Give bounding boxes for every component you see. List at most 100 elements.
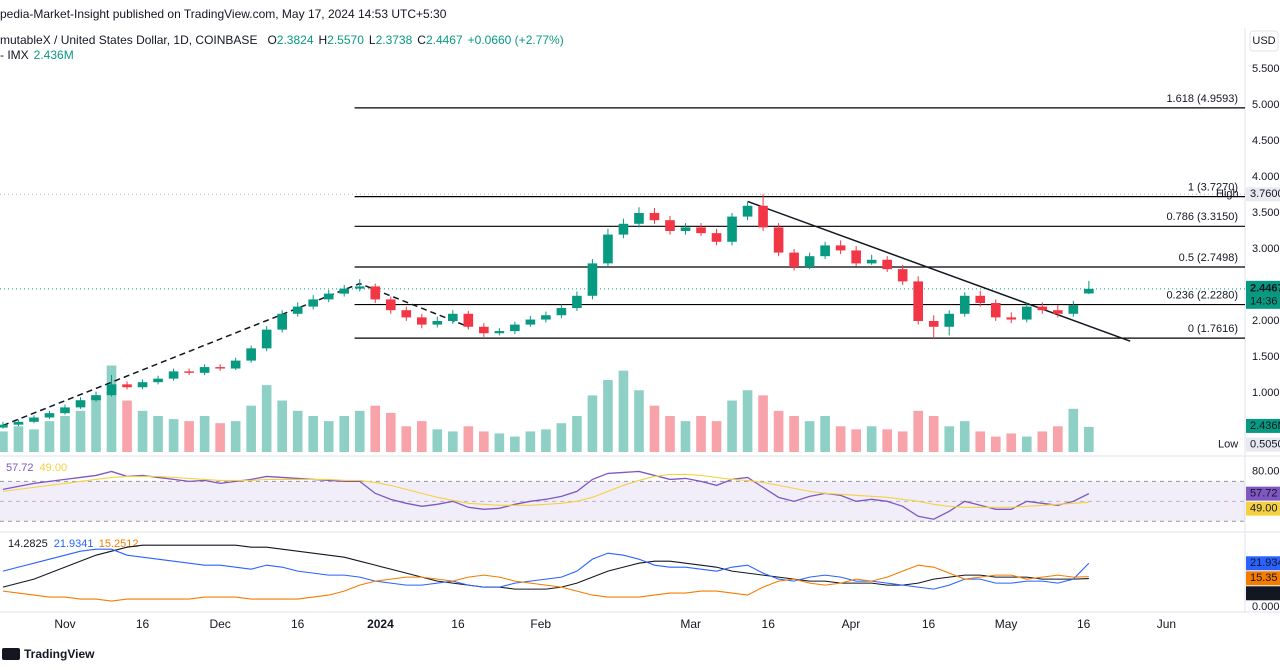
volume-bar — [44, 421, 55, 452]
fib-label: 0.786 (3.3150) — [1166, 211, 1238, 223]
volume-name: - IMX — [0, 48, 29, 62]
y-tick-label: 3.5000 — [1252, 207, 1280, 219]
change: +0.0660 (+2.77%) — [468, 33, 564, 47]
volume-bar — [91, 395, 101, 452]
candle-body — [804, 256, 815, 267]
candle-body — [773, 227, 784, 253]
fib-label: 1 (3.7270) — [1188, 182, 1238, 194]
high-value: 3.7600 — [1250, 188, 1280, 200]
candle-body — [835, 245, 846, 251]
volume-bar — [541, 429, 551, 452]
x-tick-label: 16 — [922, 617, 936, 631]
candle-body — [308, 299, 319, 307]
x-tick-label: 16 — [1077, 617, 1091, 631]
candle-body — [153, 378, 163, 383]
volume-bar — [510, 436, 520, 452]
candle-body — [851, 250, 861, 264]
candle-body — [401, 310, 412, 318]
volume-bar — [634, 390, 644, 452]
value-label: 57.72 — [1250, 488, 1278, 500]
candle-body — [416, 317, 427, 325]
x-tick-label: 16 — [136, 617, 150, 631]
volume-bar — [556, 423, 567, 452]
footer: TradingView — [2, 647, 95, 661]
volume-bar — [525, 431, 536, 452]
candle-body — [277, 313, 287, 330]
symbol: mutableX / United States Dollar, 1D, COI… — [0, 33, 257, 47]
y-tick-label: 5.5000 — [1252, 63, 1280, 75]
legend-value: 49.00 — [40, 462, 68, 474]
candle-body — [60, 407, 70, 414]
value-label: 49.00 — [1250, 503, 1278, 515]
candle-body — [556, 308, 567, 316]
x-tick-label: 2024 — [367, 617, 394, 631]
volume-bar — [401, 426, 412, 452]
candle-body — [572, 295, 582, 309]
high-value-box — [1246, 187, 1280, 202]
volume-bar — [60, 415, 70, 452]
volume-bar — [789, 415, 799, 452]
volume-bar — [696, 415, 706, 452]
volume-bar — [292, 410, 303, 452]
volume-bar — [153, 415, 163, 452]
y-tick-label: 5.0000 — [1252, 99, 1280, 111]
brand: TradingView — [24, 647, 95, 661]
fib-label: 0.236 (2.2280) — [1166, 289, 1238, 301]
candle-body — [91, 395, 101, 401]
candle-body — [742, 205, 753, 217]
candle-body — [339, 288, 350, 294]
volume-value-box — [1246, 418, 1280, 433]
candle-body — [354, 286, 365, 289]
ohlc-value: 2.5570 — [327, 33, 364, 47]
publisher: pedia-Market-Insight published on Tradin… — [0, 7, 447, 21]
candle-body — [323, 293, 334, 300]
candle-body — [106, 384, 117, 396]
value-box — [1246, 501, 1280, 516]
ohlc-value: 2.3738 — [376, 33, 413, 47]
candle-body — [758, 205, 768, 228]
high-label: High — [1216, 188, 1239, 200]
candle-body — [246, 348, 256, 361]
candle-body — [75, 400, 86, 408]
candle-body — [292, 306, 303, 314]
candle-body — [928, 320, 939, 327]
band — [0, 481, 1245, 522]
candle-body — [603, 234, 613, 264]
volume-bar — [928, 415, 939, 452]
indicator-line — [2, 548, 1090, 590]
volume-bar — [990, 436, 1001, 452]
volume-bar — [804, 421, 815, 452]
candle-body — [882, 259, 892, 270]
y-tick-label: 0.0000 — [1252, 601, 1280, 613]
volume-bar — [1084, 426, 1094, 452]
volume-bar — [913, 410, 924, 452]
y-tick-label: 80.00 — [1252, 465, 1280, 477]
candle-body — [618, 223, 629, 235]
volume-bar — [866, 426, 877, 452]
volume-bar — [29, 429, 39, 452]
volume-bar — [432, 429, 443, 452]
x-tick-label: Feb — [530, 617, 551, 631]
candle-body — [1053, 310, 1063, 314]
volume-bar — [851, 429, 861, 452]
volume-value: 2.436M — [34, 48, 74, 62]
candle-body — [1037, 306, 1048, 311]
x-tick-label: 16 — [762, 617, 776, 631]
fib-label: 0.5 (2.7498) — [1179, 252, 1238, 264]
value-box — [1246, 486, 1280, 501]
currency[interactable]: USD — [1252, 35, 1275, 47]
legend: 57.72 49.00 — [6, 462, 67, 474]
fib-label: 1.618 (4.9593) — [1166, 93, 1238, 105]
volume-bar — [897, 431, 908, 452]
currency-button[interactable] — [1249, 30, 1279, 52]
candle-body — [525, 319, 536, 325]
volume-bar — [975, 431, 986, 452]
volume-legend: - IMX 2.436M — [0, 48, 74, 62]
volume-bar — [665, 415, 675, 452]
volume-bar — [339, 415, 350, 452]
x-tick-label: Jun — [1157, 617, 1176, 631]
candle-body — [913, 281, 924, 321]
volume-bar — [75, 410, 86, 452]
